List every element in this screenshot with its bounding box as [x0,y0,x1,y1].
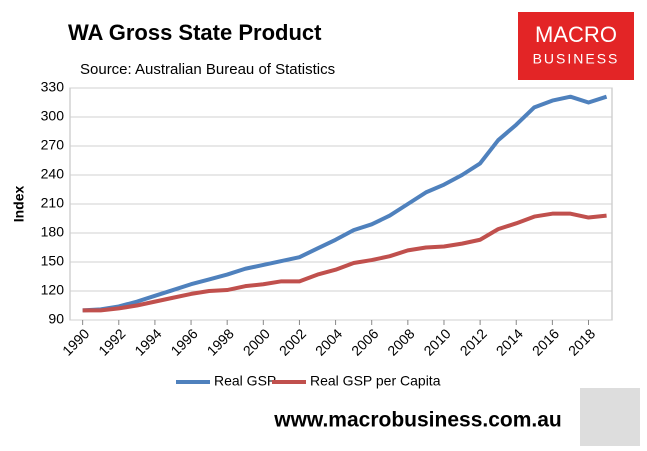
y-axis-label: Index [11,186,27,223]
x-tick-label: 2008 [384,325,417,358]
logo-box [518,12,634,80]
y-tick-label: 300 [41,108,65,124]
x-tick-label: 2002 [276,325,309,358]
x-tick-label: 2010 [420,325,453,358]
x-tick-label: 2004 [312,325,345,358]
y-tick-label: 210 [41,195,65,211]
y-tick-label: 150 [41,253,65,269]
legend-label: Real GSP [214,373,276,389]
y-tick-label: 90 [48,311,64,327]
x-tick-label: 2006 [348,325,381,358]
logo-text: MACRO [535,22,617,47]
y-tick-label: 120 [41,282,65,298]
x-tick-label: 2012 [457,325,490,358]
logo-text: BUSINESS [533,51,620,67]
x-tick-label: 2018 [565,325,598,358]
chart-title: WA Gross State Product [68,20,322,45]
x-tick-label: 1992 [95,325,128,358]
x-tick-label: 2000 [240,325,273,358]
x-tick-label: 1994 [131,325,164,358]
chart-subtitle: Source: Australian Bureau of Statistics [80,61,335,78]
y-tick-label: 330 [41,79,65,95]
x-tick-label: 2016 [529,325,562,358]
x-tick-label: 1998 [204,325,237,358]
y-tick-label: 240 [41,166,65,182]
x-tick-label: 1996 [167,325,200,358]
y-tick-label: 270 [41,137,65,153]
y-tick-label: 180 [41,224,65,240]
line-series [82,94,608,313]
logo-image [580,388,640,446]
x-tick-label: 1990 [59,325,92,358]
x-tick-label: 2014 [493,325,526,358]
legend-label: Real GSP per Capita [310,373,441,389]
line-series [82,211,607,313]
footer: www.macrobusiness.com.au [273,409,561,432]
